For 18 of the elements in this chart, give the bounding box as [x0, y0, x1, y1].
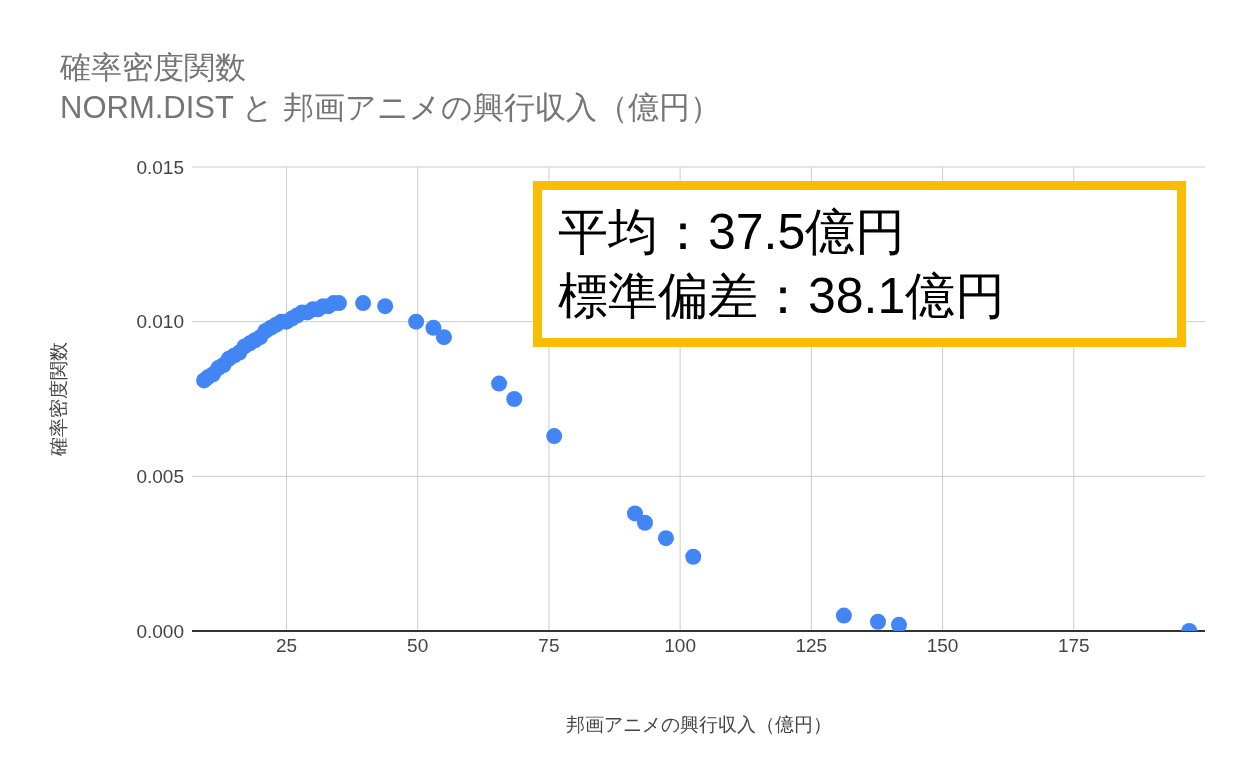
x-tick-label: 175: [1057, 635, 1090, 657]
y-tick-label: 0.000: [136, 620, 184, 642]
note-box: 平均：37.5億円 標準偏差：38.1億円: [533, 181, 1186, 347]
x-tick-label: 50: [407, 635, 429, 657]
x-tick-label: 125: [795, 635, 828, 657]
x-tick-label: 25: [275, 635, 298, 657]
x-tick-label: 75: [538, 635, 560, 657]
x-tick-label: 150: [926, 635, 959, 657]
y-tick-label: 0.015: [136, 156, 184, 178]
chart-title: 確率密度関数: [60, 49, 247, 87]
y-axis-title: 確率密度関数: [47, 342, 69, 457]
x-axis-title: 邦画アニメの興行収入（億円）: [565, 714, 832, 735]
annotation: 平均：37.5億円: [558, 203, 907, 262]
y-tick-label: 0.005: [136, 466, 184, 488]
chart-subtitle: NORM.DIST と 邦画アニメの興行収入（億円）: [60, 89, 721, 127]
y-tick-label: 0.010: [136, 311, 184, 333]
annotation: 標準偏差：38.1億円: [558, 267, 1007, 326]
x-tick-label: 100: [664, 635, 696, 657]
